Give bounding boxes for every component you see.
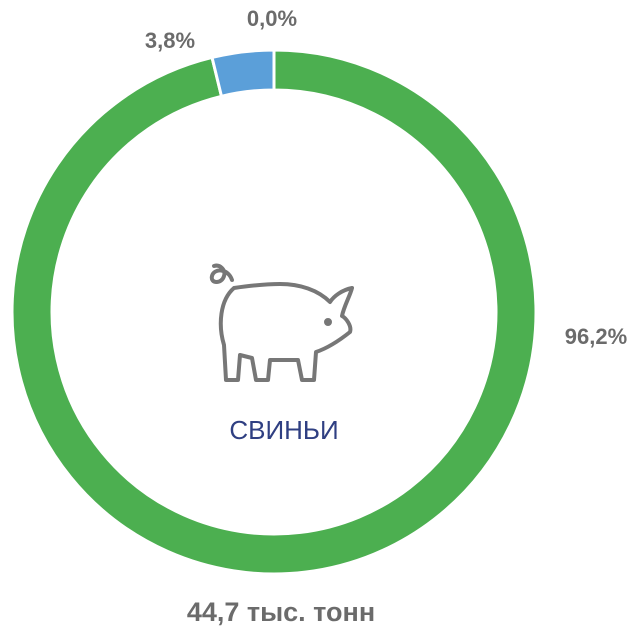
value-label: 3,8% [145, 28, 195, 53]
center-label: СВИНЬИ [229, 415, 338, 445]
value-label: 0,0% [247, 6, 297, 31]
total-label: 44,7 тыс. тонн [187, 597, 375, 627]
pig-icon [209, 263, 354, 382]
value-label: 96,2% [565, 324, 627, 349]
donut [10, 48, 538, 576]
slice [10, 48, 538, 576]
slice [210, 48, 276, 99]
